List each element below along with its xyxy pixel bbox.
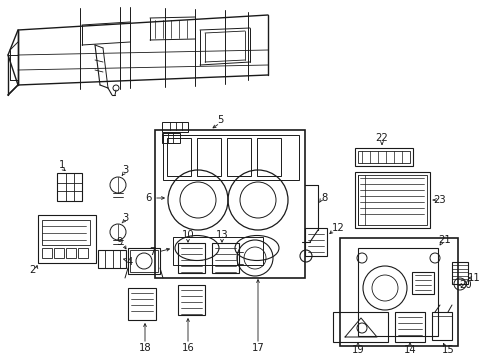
Text: 7: 7 <box>148 247 155 257</box>
Text: 8: 8 <box>321 193 327 203</box>
Text: 20: 20 <box>459 280 471 290</box>
Bar <box>332 312 387 342</box>
Bar <box>42 220 90 245</box>
Bar <box>257 138 281 176</box>
Bar <box>394 312 424 342</box>
Bar <box>178 243 204 273</box>
Bar <box>167 138 191 176</box>
Text: 4: 4 <box>126 257 133 267</box>
Bar <box>354 148 412 166</box>
Bar <box>226 138 250 176</box>
Text: 14: 14 <box>403 345 415 355</box>
Text: 12: 12 <box>331 223 344 233</box>
Bar <box>354 172 429 228</box>
Bar <box>155 130 305 278</box>
Bar <box>339 238 457 346</box>
Bar <box>78 248 88 258</box>
Bar <box>451 262 467 284</box>
Text: 9: 9 <box>117 237 123 247</box>
Bar <box>54 248 64 258</box>
Text: 15: 15 <box>441 345 453 355</box>
Bar <box>178 285 204 315</box>
Bar <box>128 248 160 274</box>
Bar <box>38 215 96 263</box>
Text: 23: 23 <box>433 195 446 205</box>
Bar <box>130 250 158 272</box>
Bar <box>357 248 437 336</box>
Bar <box>305 228 326 256</box>
Text: 17: 17 <box>251 343 264 353</box>
Text: 21: 21 <box>438 235 450 245</box>
Text: 2: 2 <box>29 265 35 275</box>
Text: 18: 18 <box>139 343 151 353</box>
Bar <box>163 135 298 180</box>
Text: 13: 13 <box>215 230 228 240</box>
Bar <box>162 122 187 132</box>
Text: 1: 1 <box>59 160 65 170</box>
Bar <box>357 175 426 225</box>
Text: 3: 3 <box>122 165 128 175</box>
Text: 19: 19 <box>351 345 364 355</box>
Bar <box>128 288 156 320</box>
Bar <box>162 133 180 143</box>
Text: 11: 11 <box>467 273 479 283</box>
Bar <box>212 243 239 273</box>
Bar <box>98 250 126 268</box>
Text: 3: 3 <box>122 213 128 223</box>
Text: 16: 16 <box>181 343 194 353</box>
Bar <box>66 248 76 258</box>
Bar <box>197 138 221 176</box>
Text: 22: 22 <box>375 133 387 143</box>
Bar <box>411 272 433 294</box>
Bar <box>431 312 451 340</box>
Text: 10: 10 <box>182 230 194 240</box>
Bar <box>173 237 263 265</box>
Text: 6: 6 <box>144 193 151 203</box>
Text: 5: 5 <box>216 115 223 125</box>
Bar <box>357 151 409 163</box>
Bar <box>42 248 52 258</box>
Bar <box>57 173 82 201</box>
